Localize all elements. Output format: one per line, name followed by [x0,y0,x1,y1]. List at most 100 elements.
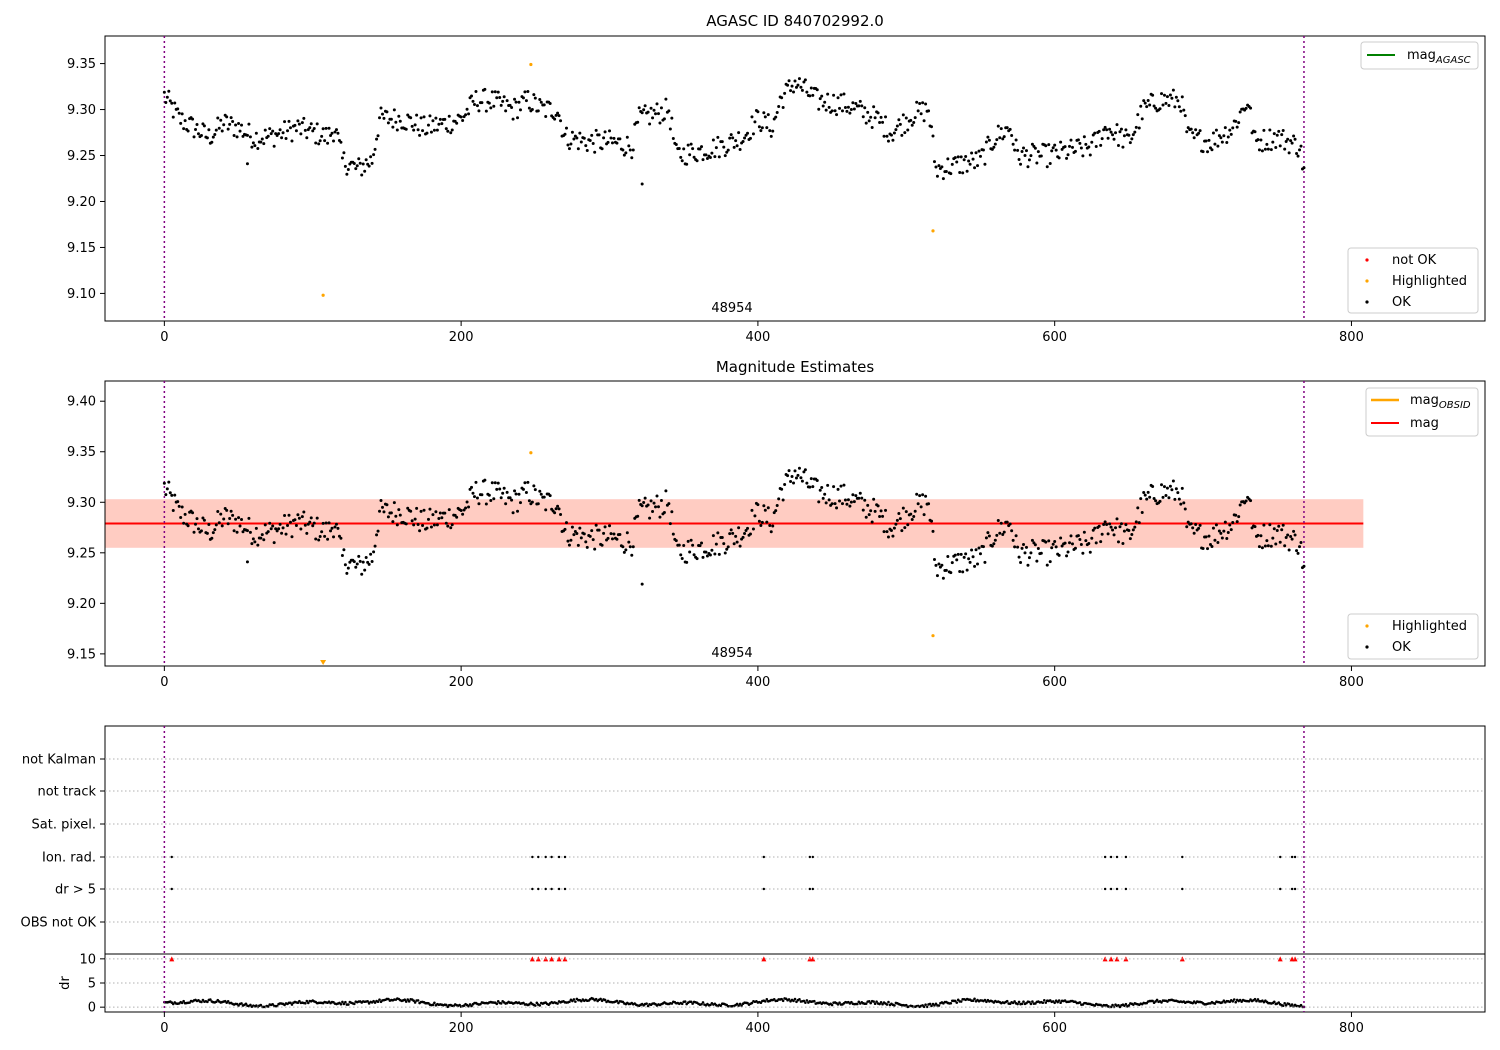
ok-point [532,484,536,488]
ok-point [1259,138,1263,142]
ok-point [618,533,622,537]
ok-point [1167,103,1171,107]
ok-point [836,96,840,100]
ok-point [1244,106,1248,110]
dr-point [885,1003,889,1006]
ok-point [618,137,622,141]
ok-point [179,515,183,519]
ok-point [1148,495,1152,499]
ok-point [870,520,874,524]
dr-point [953,999,957,1003]
ok-point [615,141,619,145]
ok-point [1020,546,1024,550]
dr-point [872,1000,875,1003]
ok-point [1183,114,1187,118]
ok-point [510,106,514,110]
ok-point [1296,154,1300,158]
ok-point [191,117,195,121]
ok-point [1281,128,1285,132]
legend-mag-obsid-label: magOBSID [1410,393,1471,411]
ok-point [207,128,211,132]
ok-point [606,536,610,540]
ok-point [688,550,692,554]
ok-point [216,510,220,514]
ok-point [266,530,270,534]
ok-point [625,531,629,535]
ok-point [1160,483,1164,487]
ok-point [743,532,747,536]
ok-point [499,496,503,500]
ok-point [921,101,925,105]
ok-point [1162,93,1166,97]
dr-point [959,1000,963,1003]
ok-point [713,155,717,159]
ok-point [180,505,184,509]
ok-point [1162,485,1166,489]
ok-point [508,496,512,500]
dr-point [793,997,797,1001]
ok-point [1234,513,1238,517]
ok-point [909,118,913,122]
ok-point [726,148,730,152]
ok-point [1017,157,1021,161]
dr-point [574,1000,577,1003]
ok-point [1290,537,1294,541]
ok-point [260,137,264,141]
ok-point [369,155,373,159]
ok-point [286,524,290,528]
ok-point [434,116,438,120]
ok-point [863,498,867,502]
dr-point [1221,1001,1224,1004]
ok-point [385,110,389,114]
ok-point [759,129,763,133]
ok-point [608,129,612,133]
ok-point [182,127,186,131]
ok-point [575,136,579,140]
ok-point [548,494,552,498]
ok-point [191,511,195,515]
ok-point [1100,137,1104,141]
ok-point [1192,136,1196,140]
ok-point [309,122,313,126]
ok-point [514,492,518,496]
dr-capped-marker [169,956,175,962]
ok-point [1225,537,1229,541]
ok-point [250,542,254,546]
flag-point [1290,887,1294,891]
ok-point [866,110,870,114]
ok-point [818,97,822,101]
ok-point [213,528,217,532]
ok-point [329,529,333,533]
ok-point [1257,148,1261,152]
ok-point [435,523,439,527]
x-tick-label: 200 [449,675,474,690]
panel2-ok-points [162,466,1306,586]
flag-point [1181,855,1184,859]
ok-point [698,147,702,151]
ok-point [1160,92,1164,96]
ok-point [1140,511,1144,515]
ok-point [1266,544,1270,548]
ok-point [1010,133,1014,137]
ok-point [232,133,236,137]
ok-point [327,126,331,130]
ok-point [1260,546,1264,550]
ok-point [590,529,594,533]
ok-point [1177,497,1181,501]
ok-point [421,523,425,527]
ok-point [461,118,465,122]
panel1-legend-lower: not OK Highlighted OK [1347,247,1479,314]
ok-point [1268,128,1272,132]
ok-point [450,128,454,132]
ok-point [358,161,362,165]
ok-point [394,514,398,518]
ok-point [1210,544,1214,548]
ok-point [237,122,241,126]
ok-point [222,123,226,127]
ok-point [1051,146,1055,150]
ok-point [1154,499,1158,503]
ok-point [1060,544,1064,548]
ok-point [884,508,888,512]
ok-point [1094,541,1098,545]
ok-point [487,101,491,105]
